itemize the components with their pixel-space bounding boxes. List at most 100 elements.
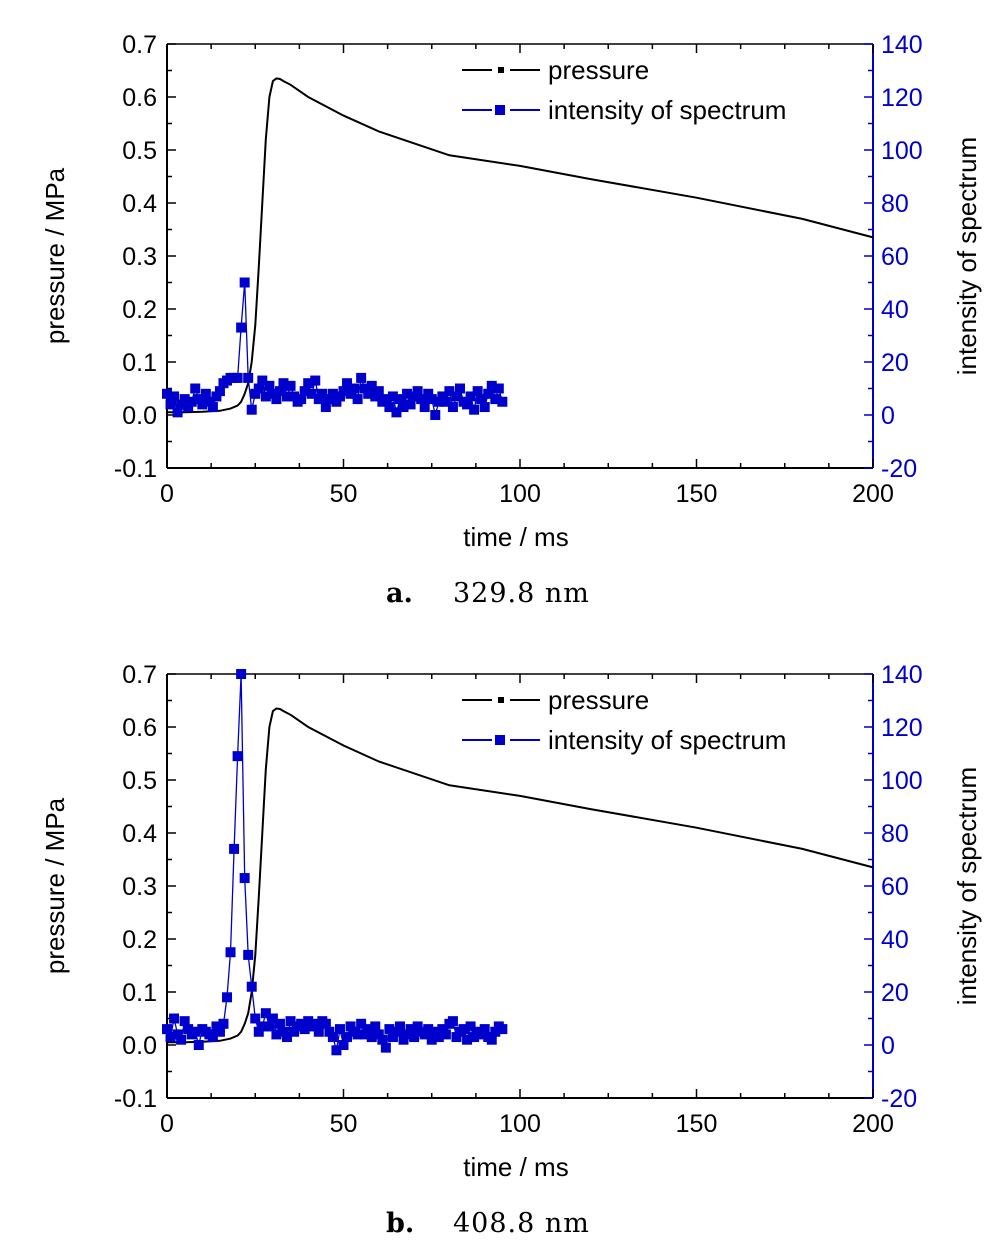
data-point-marker [183, 402, 194, 413]
data-point-marker [176, 399, 187, 410]
data-point-marker [257, 1021, 268, 1032]
data-point-marker [334, 391, 345, 402]
data-point-marker [394, 1021, 405, 1032]
y2-tick-label: -20 [881, 455, 917, 483]
data-point-marker [331, 1045, 342, 1056]
data-point-marker [179, 1016, 190, 1027]
y-axis-label: pressure / MPa [40, 797, 70, 974]
data-point-marker [398, 1034, 409, 1045]
y-tick-label: 0.4 [122, 820, 157, 848]
y2-tick-label: 80 [881, 820, 909, 848]
y2-tick-label: 40 [881, 296, 909, 324]
data-point-marker [479, 1024, 490, 1035]
data-point-marker [352, 394, 363, 405]
x-axis-label: time / ms [463, 522, 568, 552]
data-point-marker [373, 1029, 384, 1040]
data-point-marker [345, 1021, 356, 1032]
data-point-marker [359, 383, 370, 394]
data-point-marker [398, 402, 409, 413]
data-point-marker [289, 1026, 300, 1037]
data-point-marker [200, 388, 211, 399]
data-point-marker [313, 1026, 324, 1037]
data-point-marker [190, 383, 201, 394]
caption-label: a. [386, 578, 413, 609]
data-point-marker [462, 399, 473, 410]
data-point-marker [214, 1026, 225, 1037]
data-point-marker [271, 394, 282, 405]
y2-axis-label: intensity of spectrum [952, 137, 982, 375]
data-point-marker [267, 388, 278, 399]
data-point-marker [207, 402, 218, 413]
y2-axis-label: intensity of spectrum [952, 767, 982, 1005]
data-point-marker [433, 1032, 444, 1043]
data-point-marker [165, 399, 176, 410]
y-tick-label: -0.1 [114, 455, 157, 483]
data-point-marker [377, 1034, 388, 1045]
data-point-marker [193, 394, 204, 405]
data-point-marker [486, 380, 497, 391]
data-point-marker [433, 396, 444, 407]
data-point-marker [165, 1032, 176, 1043]
series-line-pressure [167, 707, 874, 1044]
y2-tick-label: 60 [881, 243, 909, 271]
chart-panel-b: 0 50 100 150 200-0.10.00.10.20.30.40.50.60.7… [40, 661, 982, 1239]
data-point-marker [366, 1032, 377, 1043]
y2-tick-label: 0 [881, 402, 895, 430]
data-point-marker [465, 391, 476, 402]
y2-tick-label: 40 [881, 926, 909, 954]
data-point-marker [296, 1018, 307, 1029]
data-point-marker [250, 1013, 261, 1024]
data-point-marker [447, 1016, 458, 1027]
data-point-marker [303, 378, 314, 389]
y-tick-label: 0.3 [122, 243, 157, 271]
data-point-marker [320, 1018, 331, 1029]
data-point-marker [236, 669, 247, 679]
data-point-marker [271, 1029, 282, 1040]
data-point-marker [437, 391, 448, 402]
data-point-marker [345, 388, 356, 399]
y2-tick-label: 100 [881, 137, 923, 165]
data-point-marker [285, 1016, 296, 1027]
y-tick-label: 0.5 [122, 767, 157, 795]
data-point-marker [405, 1024, 416, 1035]
data-point-marker [289, 391, 300, 402]
y2-tick-label: 60 [881, 873, 909, 901]
data-point-marker [476, 1029, 487, 1040]
data-point-marker [384, 1024, 395, 1035]
data-point-marker [264, 380, 275, 391]
x-tick-label: 0 [160, 1110, 174, 1138]
data-point-marker [447, 402, 458, 413]
legend-label: pressure [548, 55, 649, 85]
y-tick-label: 0.6 [122, 714, 157, 742]
data-point-marker [458, 1024, 469, 1035]
y2-tick-label: 120 [881, 84, 923, 112]
y-tick-label: 0.0 [122, 402, 157, 430]
data-point-marker [476, 394, 487, 405]
data-point-marker [342, 1032, 353, 1043]
y2-tick-label: 100 [881, 767, 923, 795]
data-point-marker [391, 1026, 402, 1037]
data-point-marker [243, 949, 254, 960]
data-point-marker [246, 404, 257, 415]
x-tick-label: 150 [676, 480, 718, 508]
data-point-marker [363, 388, 374, 399]
data-point-marker [197, 399, 208, 410]
y2-tick-label: 0 [881, 1032, 895, 1060]
data-point-marker [490, 394, 501, 405]
y-axis-label: pressure / MPa [40, 167, 70, 344]
data-point-marker [402, 388, 413, 399]
data-point-marker [232, 372, 243, 383]
data-point-marker [211, 391, 222, 402]
data-point-marker [257, 375, 268, 386]
data-point-marker [338, 1040, 349, 1050]
data-point-marker [426, 394, 437, 405]
data-point-marker [373, 386, 384, 397]
legend-marker [495, 735, 505, 745]
data-point-marker [162, 1024, 172, 1035]
data-point-marker [176, 1034, 187, 1045]
data-point-marker [405, 399, 416, 410]
y-tick-label: 0.3 [122, 873, 157, 901]
data-point-marker [490, 1026, 501, 1037]
data-point-marker [260, 391, 271, 402]
data-point-marker [391, 407, 402, 418]
